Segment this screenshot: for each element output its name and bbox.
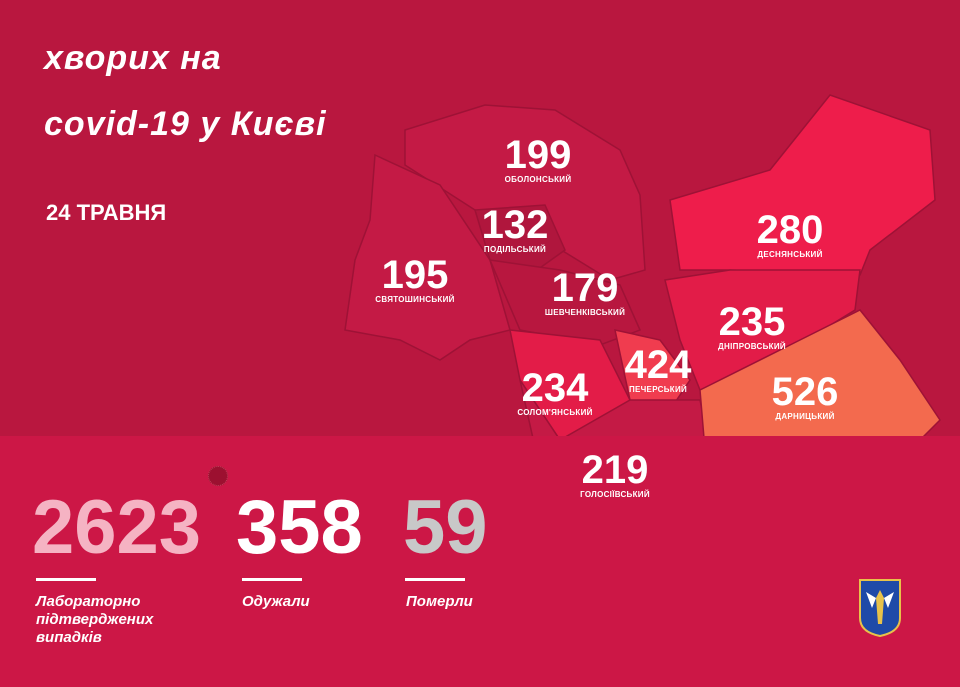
stat-confirmed-label: Лабораторно підтверджених випадків: [36, 593, 154, 646]
stat-confirmed-value: 2623: [32, 485, 202, 570]
divider: [36, 578, 96, 581]
district-label-podilskyi: 132 ПОДІЛЬСЬКИЙ: [481, 203, 549, 254]
district-shevchenkivskyi-shape[interactable]: [488, 259, 642, 346]
district-label-solomianskyi: 234 СОЛОМ'ЯНСЬКИЙ: [517, 366, 593, 417]
virus-icon: [208, 466, 228, 486]
divider: [405, 578, 465, 581]
district-pecherskyi-shape[interactable]: [614, 329, 691, 411]
stat-deaths-label: Померли: [406, 593, 473, 610]
district-sviatoshynskyi-shape[interactable]: [344, 153, 511, 361]
stats-panel: [0, 436, 960, 687]
kyiv-coat-of-arms-icon: [859, 579, 901, 638]
district-label-dniprovskyi: 235 ДНІПРОВСЬКИЙ: [718, 300, 786, 351]
title-line-1: хворих на: [44, 39, 222, 77]
title-line-2: covid-19 у Києві: [44, 105, 327, 143]
district-label-desnianskyi: 280 ДЕСНЯНСЬКИЙ: [756, 208, 824, 259]
stat-recovered-value: 358: [236, 485, 363, 570]
district-desnianskyi-shape[interactable]: [669, 94, 936, 276]
district-label-shevchenkivskyi: 179 ШЕВЧЕНКІВСЬКИЙ: [544, 266, 626, 317]
district-label-holosiivskyi: 219 ГОЛОСІЇВСЬКИЙ: [580, 448, 650, 499]
divider: [242, 578, 302, 581]
stat-deaths-value: 59: [403, 485, 488, 570]
district-label-sviatoshynskyi: 195 СВЯТОШИНСЬКИЙ: [375, 253, 455, 304]
district-obolonskyi-shape[interactable]: [404, 104, 646, 281]
district-label-darnytskyi: 526 ДАРНИЦЬКИЙ: [771, 370, 839, 421]
stat-recovered-label: Одужали: [242, 593, 310, 610]
district-label-pecherskyi: 424 ПЕЧЕРСЬКИЙ: [624, 343, 692, 394]
district-label-obolonskyi: 199 ОБОЛОНСЬКИЙ: [504, 133, 572, 184]
date: 24 ТРАВНЯ: [46, 200, 167, 225]
district-podilskyi-shape[interactable]: [474, 204, 566, 276]
